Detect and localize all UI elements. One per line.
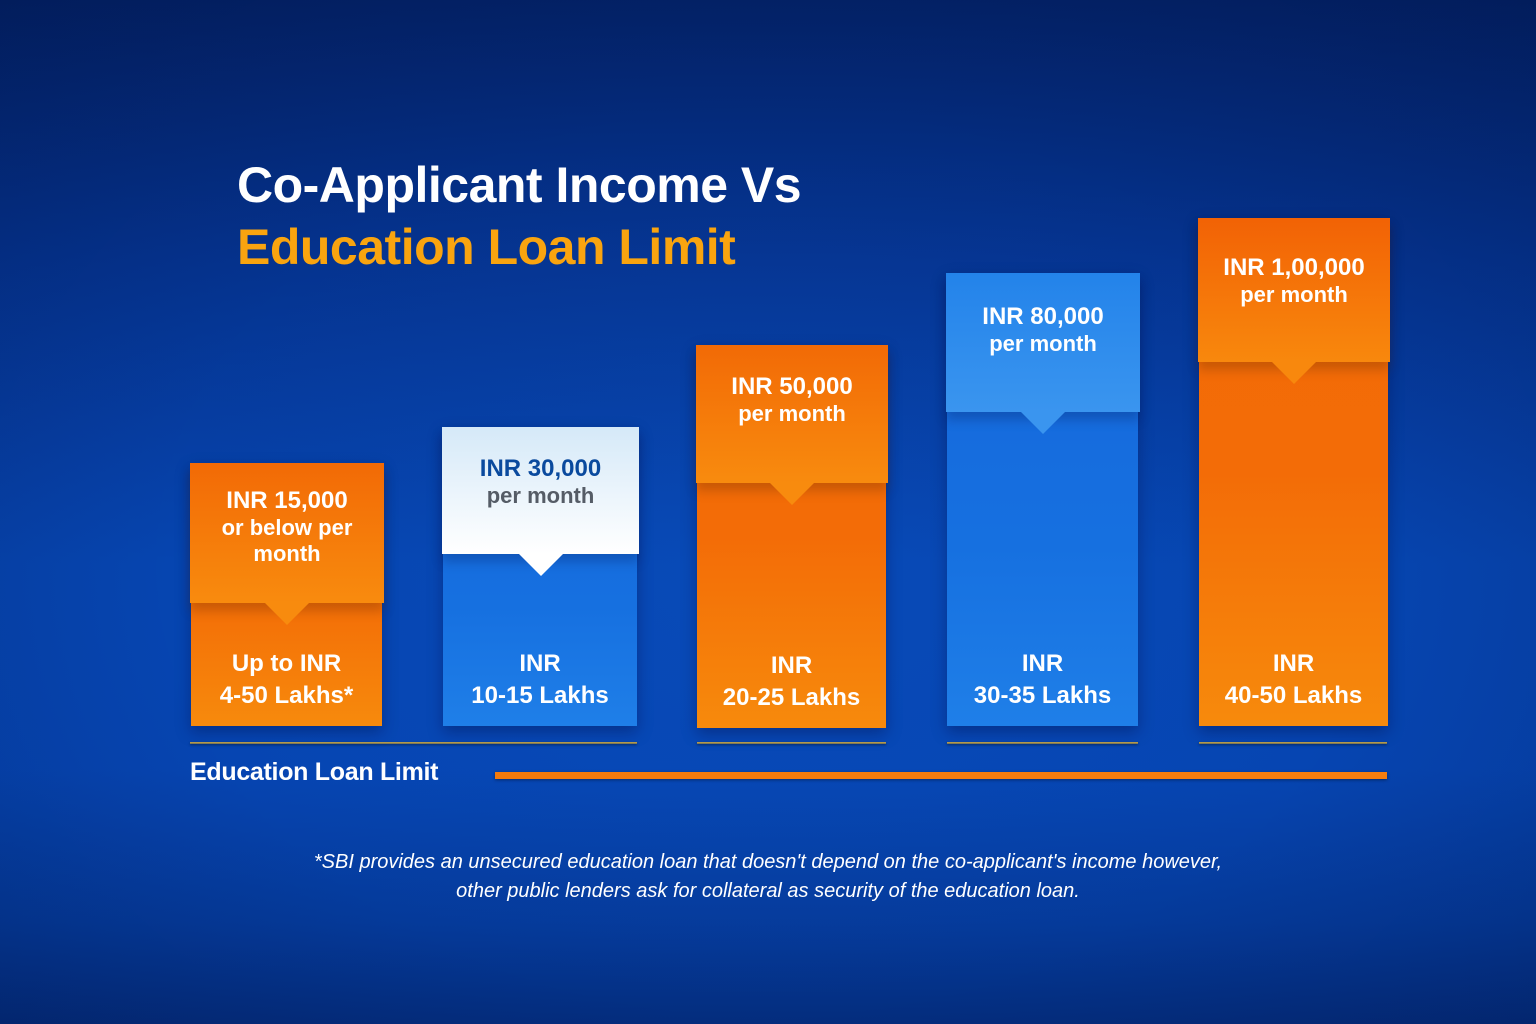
loan-limit-label: INR 30-35 Lakhs bbox=[973, 650, 1112, 709]
title-line-2: Education Loan Limit bbox=[237, 219, 736, 275]
footnote-line-2: other public lenders ask for collateral … bbox=[456, 880, 1080, 902]
income-value: INR 15,000 bbox=[226, 487, 348, 514]
title-line-1: Co-Applicant Income Vs bbox=[237, 157, 802, 213]
baseline-2 bbox=[697, 742, 886, 744]
income-period: per month bbox=[738, 400, 846, 426]
income-period: per month bbox=[486, 482, 595, 508]
income-callout: INR 1,00,000 per month bbox=[1198, 218, 1390, 384]
income-period: or below per bbox=[221, 514, 353, 540]
income-value: INR 1,00,000 bbox=[1223, 254, 1365, 281]
income-value: INR 80,000 bbox=[982, 303, 1104, 330]
baseline-4 bbox=[1199, 742, 1387, 744]
chart-title: Co-Applicant Income Vs Education Loan Li… bbox=[237, 157, 802, 275]
income-period-2: month bbox=[253, 540, 321, 566]
bar-income-30000: INR 30,000 per month INR 10-15 Lakhs bbox=[442, 427, 639, 726]
footnote: *SBI provides an unsecured education loa… bbox=[150, 848, 1386, 906]
income-callout: INR 80,000 per month bbox=[946, 273, 1140, 434]
income-period: per month bbox=[1240, 281, 1348, 307]
income-callout: INR 50,000 per month bbox=[696, 345, 888, 505]
axis-label: Education Loan Limit bbox=[190, 758, 439, 786]
income-callout: INR 15,000 or below per month bbox=[190, 463, 384, 625]
income-value: INR 50,000 bbox=[731, 373, 853, 400]
income-value: INR 30,000 bbox=[479, 455, 602, 482]
callout-pointer-icon bbox=[265, 603, 309, 625]
baseline-3 bbox=[947, 742, 1138, 744]
income-period: per month bbox=[989, 330, 1097, 356]
loan-limit-label: Up to INR 4-50 Lakhs* bbox=[219, 650, 354, 709]
bar-income-15000: INR 15,000 or below per month Up to INR … bbox=[190, 463, 384, 726]
callout-pointer-icon bbox=[1272, 362, 1316, 384]
loan-limit-label: INR 20-25 Lakhs bbox=[722, 652, 861, 711]
baseline-1 bbox=[190, 742, 637, 744]
bar-income-50000: INR 50,000 per month INR 20-25 Lakhs bbox=[696, 345, 888, 728]
bar-income-100000: INR 1,00,000 per month INR 40-50 Lakhs bbox=[1198, 218, 1390, 726]
axis-line bbox=[495, 772, 1387, 779]
callout-pointer-icon bbox=[518, 554, 563, 576]
bar-income-80000: INR 80,000 per month INR 30-35 Lakhs bbox=[946, 273, 1140, 726]
callout-pointer-icon bbox=[1021, 412, 1065, 434]
loan-limit-label: INR 40-50 Lakhs bbox=[1224, 650, 1363, 709]
income-callout: INR 30,000 per month bbox=[442, 427, 639, 576]
loan-limit-label: INR 10-15 Lakhs bbox=[471, 650, 609, 709]
callout-pointer-icon bbox=[770, 483, 814, 505]
footnote-line-1: *SBI provides an unsecured education loa… bbox=[313, 851, 1223, 873]
